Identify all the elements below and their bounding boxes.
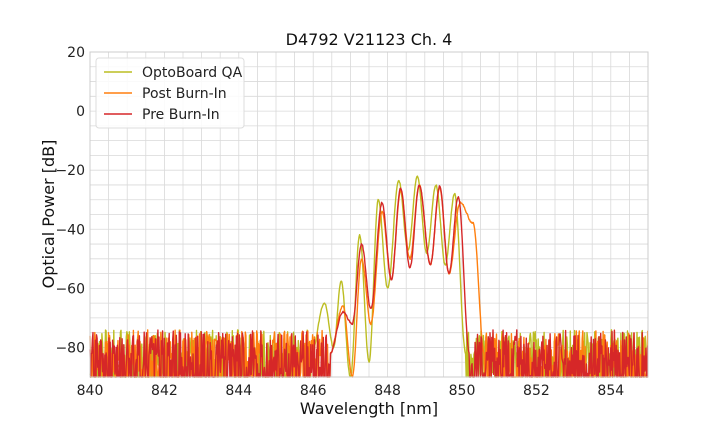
chart-title: D4792 V21123 Ch. 4 bbox=[286, 30, 453, 49]
y-tick-label: 20 bbox=[67, 45, 85, 61]
tick-labels: 840 842 844 846 848 850 852 854 20 0 −20 −40 −60 −80 bbox=[55, 45, 624, 399]
x-tick-label: 844 bbox=[225, 383, 252, 399]
x-tick-label: 854 bbox=[597, 383, 624, 399]
legend-box bbox=[95, 57, 245, 129]
axes-frame bbox=[89, 51, 649, 378]
y-tick-label: −80 bbox=[55, 340, 85, 356]
y-tick-label: −20 bbox=[55, 163, 85, 179]
legend-label: OptoBoard QA bbox=[142, 65, 243, 81]
series-layer bbox=[89, 175, 649, 378]
x-tick-label: 848 bbox=[374, 383, 401, 399]
legend-label: Post Burn-In bbox=[142, 86, 227, 102]
y-tick-label: −60 bbox=[55, 281, 85, 297]
x-tick-label: 852 bbox=[523, 383, 550, 399]
legend-label: Pre Burn-In bbox=[142, 107, 220, 123]
x-tick-label: 840 bbox=[77, 383, 104, 399]
y-axis-label: Optical Power [dB] bbox=[39, 140, 58, 289]
series-line-post-burn-in bbox=[89, 184, 649, 378]
legend: OptoBoard QA Post Burn-In Pre Burn-In bbox=[95, 57, 245, 129]
y-tick-label: 0 bbox=[76, 104, 85, 120]
y-tick-label: −40 bbox=[55, 222, 85, 238]
x-tick-label: 846 bbox=[300, 383, 327, 399]
x-axis-label: Wavelength [nm] bbox=[300, 399, 438, 418]
x-tick-label: 842 bbox=[151, 383, 178, 399]
series-line-pre-burn-in bbox=[89, 184, 649, 378]
x-tick-label: 850 bbox=[449, 383, 476, 399]
